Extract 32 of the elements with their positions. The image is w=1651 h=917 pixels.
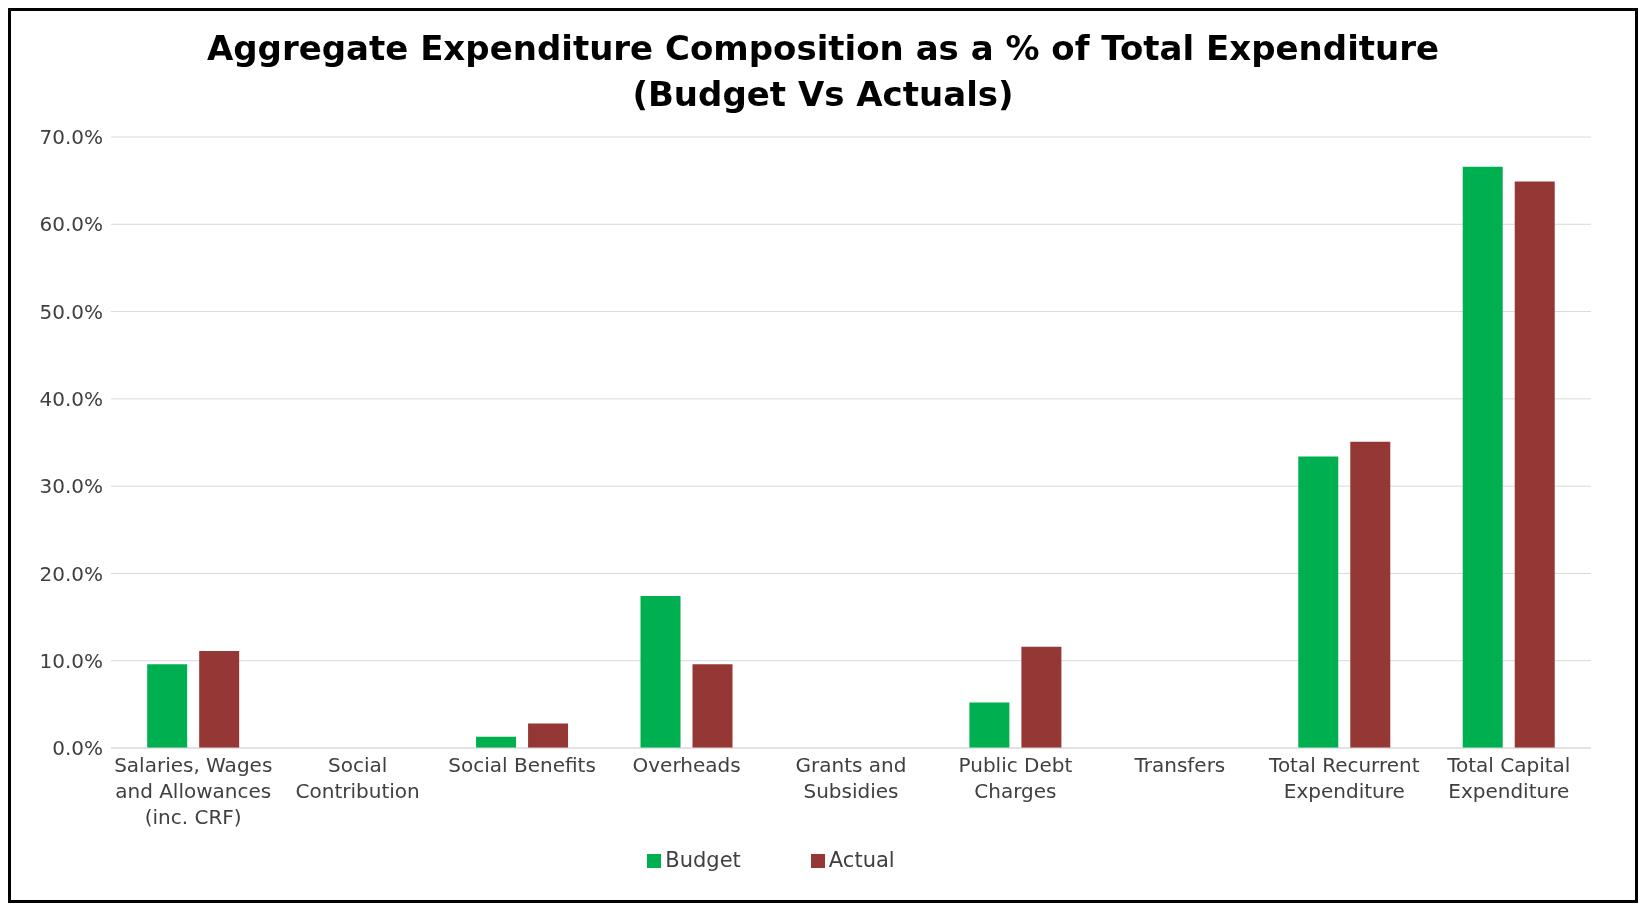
- y-tick-label: 20.0%: [39, 561, 103, 586]
- y-tick-label: 10.0%: [39, 648, 103, 673]
- legend-label: Actual: [828, 848, 895, 872]
- x-tick-label: Transfers: [1133, 753, 1226, 777]
- bar: [1514, 181, 1555, 748]
- x-tick-label: Total Capital Expenditure: [1446, 753, 1571, 803]
- bar: [1462, 166, 1503, 748]
- chart-subtitle: (Budget Vs Actuals): [631, 73, 1015, 116]
- y-tick-label: 60.0%: [39, 212, 103, 237]
- y-tick-label: 70.0%: [39, 125, 103, 150]
- y-tick-label: 40.0%: [39, 386, 103, 411]
- bar: [199, 651, 240, 748]
- bar: [1298, 456, 1339, 748]
- x-tick-label: Social Benefits: [448, 753, 596, 777]
- y-tick-label: 30.0%: [39, 474, 103, 499]
- y-tick-label: 50.0%: [39, 299, 103, 324]
- bar: [969, 702, 1010, 748]
- bar: [1350, 441, 1391, 748]
- x-tick-label: Grants and Subsidies: [795, 753, 907, 803]
- x-tick-label: Total Recurrent Expenditure: [1268, 753, 1420, 803]
- x-tick-label: Salaries, Wages and Allowances (inc. CRF): [114, 753, 273, 829]
- bar: [640, 596, 681, 748]
- chart-title: Aggregate Expenditure Composition as a % of Total Expenditure: [205, 27, 1441, 70]
- legend-label: Budget: [665, 848, 741, 872]
- bar: [1021, 646, 1062, 748]
- bar: [692, 664, 733, 748]
- x-tick-label: Overheads: [632, 753, 741, 777]
- bar: [528, 723, 569, 748]
- x-tick-label: Social Contribution: [295, 753, 420, 803]
- y-tick-label: 0.0%: [52, 736, 103, 761]
- bar: [147, 664, 188, 748]
- x-tick-label: Public Debt Charges: [958, 753, 1073, 803]
